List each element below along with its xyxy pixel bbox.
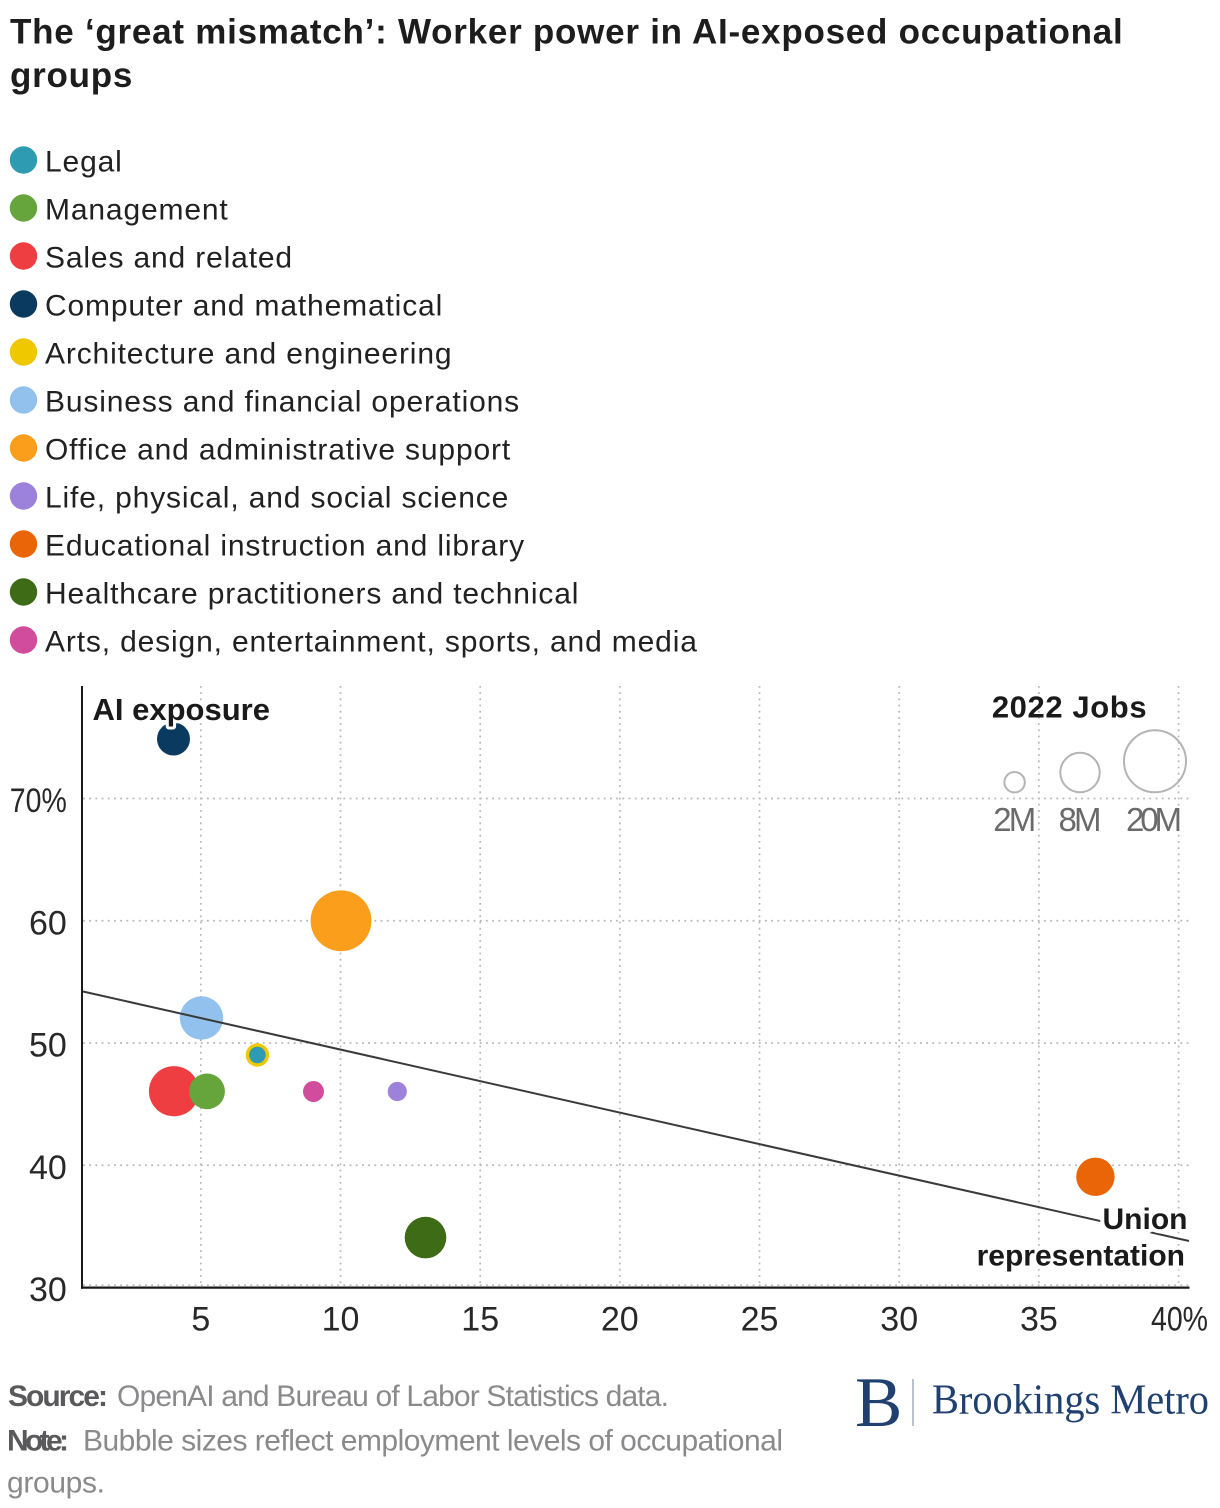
svg-text:OpenAI and Bureau of Labor Sta: OpenAI and Bureau of Labor Statistics da… <box>117 1380 669 1413</box>
svg-text:50: 50 <box>29 1027 67 1065</box>
svg-text:Healthcare practitioners and t: Healthcare practitioners and technical <box>45 577 579 610</box>
svg-text:60: 60 <box>29 904 67 942</box>
svg-text:Arts, design, entertainment, s: Arts, design, entertainment, sports, and… <box>45 625 698 658</box>
svg-text:30: 30 <box>880 1300 918 1338</box>
svg-text:Legal: Legal <box>45 145 123 178</box>
svg-text:groups.: groups. <box>7 1467 105 1500</box>
svg-text:70%: 70% <box>10 782 67 820</box>
svg-text:Educational instruction and li: Educational instruction and library <box>45 529 525 562</box>
svg-text:2M: 2M <box>993 801 1036 838</box>
svg-text:Office and administrative supp: Office and administrative support <box>45 433 511 466</box>
svg-text:representation: representation <box>977 1240 1185 1273</box>
svg-text:Source:: Source: <box>8 1380 108 1413</box>
svg-text:Architecture and engineering: Architecture and engineering <box>45 337 452 370</box>
svg-text:5: 5 <box>191 1300 210 1338</box>
svg-text:10: 10 <box>322 1300 360 1338</box>
svg-text:15: 15 <box>461 1300 499 1338</box>
svg-text:Note:: Note: <box>7 1424 69 1457</box>
svg-text:Sales and related: Sales and related <box>45 241 293 274</box>
svg-text:Brookings Metro: Brookings Metro <box>932 1377 1209 1424</box>
svg-text:35: 35 <box>1020 1300 1058 1338</box>
svg-text:B: B <box>855 1364 902 1442</box>
svg-text:40: 40 <box>29 1149 67 1187</box>
svg-text:30: 30 <box>29 1271 67 1309</box>
svg-text:20M: 20M <box>1126 801 1182 838</box>
svg-text:25: 25 <box>741 1300 779 1338</box>
svg-text:Bubble sizes reflect employmen: Bubble sizes reflect employment levels o… <box>83 1424 783 1457</box>
svg-text:40%: 40% <box>1151 1300 1208 1338</box>
svg-text:Management: Management <box>45 193 229 226</box>
svg-text:AI exposure: AI exposure <box>93 692 270 727</box>
svg-text:2022 Jobs: 2022 Jobs <box>992 690 1147 725</box>
svg-text:Computer and mathematical: Computer and mathematical <box>45 289 443 322</box>
svg-text:Business and financial operati: Business and financial operations <box>45 385 520 418</box>
svg-text:Union: Union <box>1103 1203 1188 1236</box>
svg-text:groups: groups <box>10 56 133 95</box>
svg-text:8M: 8M <box>1059 801 1102 838</box>
svg-text:The ‘great mismatch’: Worker p: The ‘great mismatch’: Worker power in AI… <box>10 13 1123 52</box>
svg-text:20: 20 <box>601 1300 639 1338</box>
svg-text:Life, physical, and social sci: Life, physical, and social science <box>45 481 509 514</box>
